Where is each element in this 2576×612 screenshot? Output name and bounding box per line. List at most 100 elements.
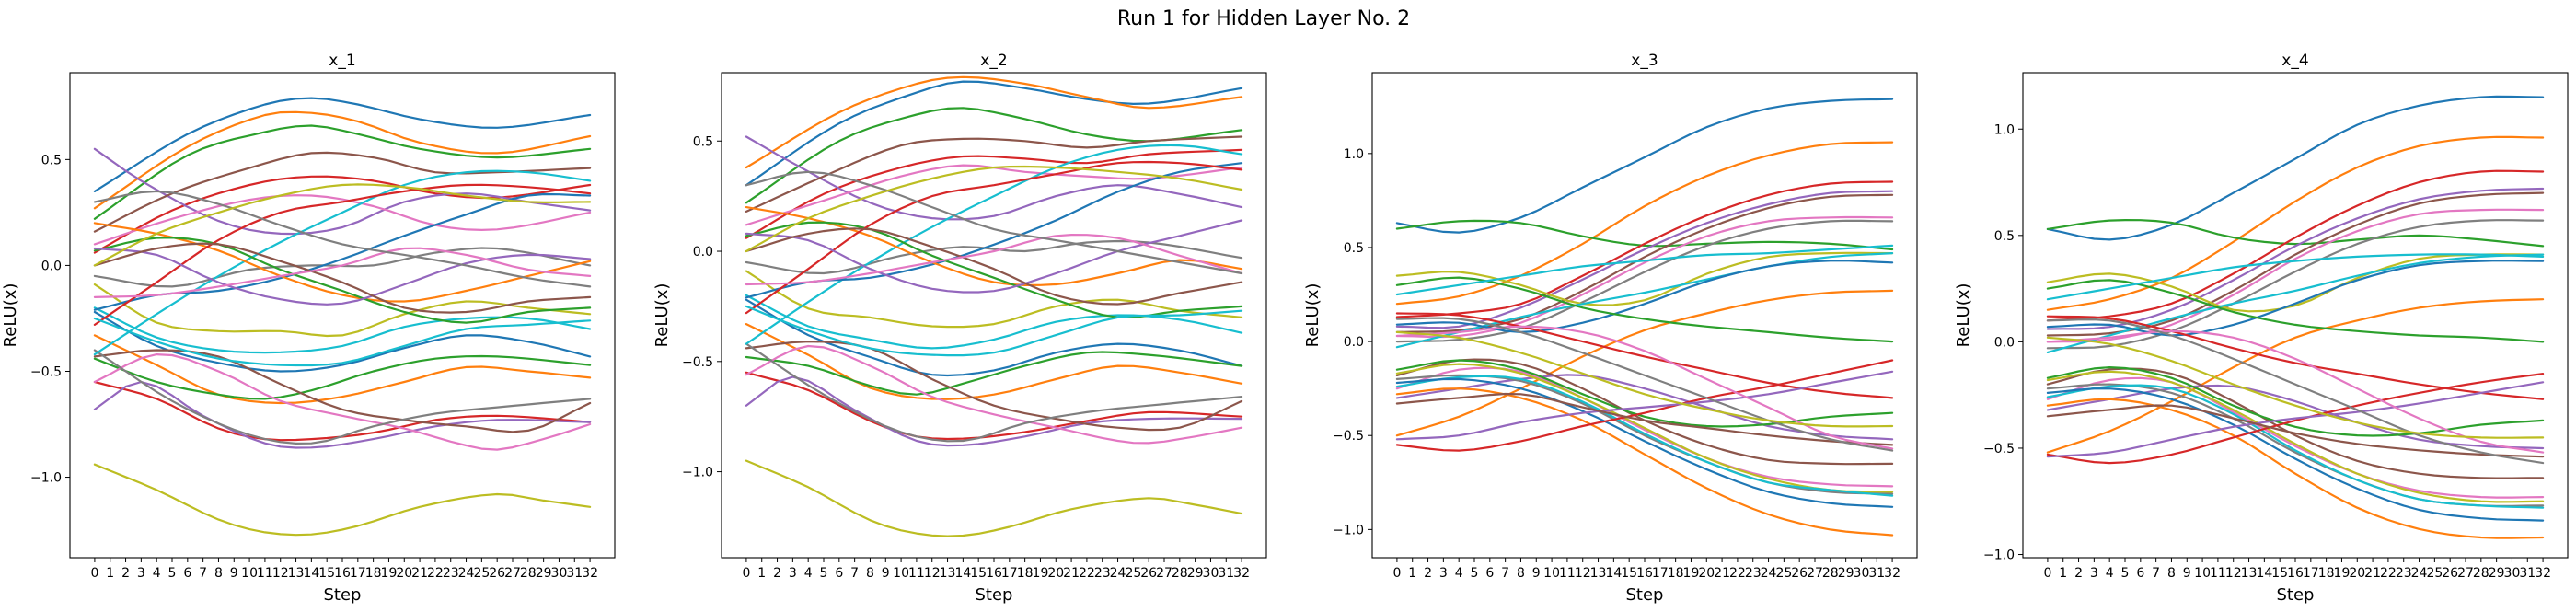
y-tick-label: 0.0 (693, 245, 713, 260)
x-tick-label: 26 (2442, 566, 2458, 581)
series-line (1395, 330, 1894, 428)
x-tick-label: 6 (2136, 566, 2144, 581)
x-tick-label: 22 (2380, 566, 2397, 581)
series-group (93, 97, 592, 537)
series-line (2046, 398, 2545, 539)
x-tick-label: 23 (2396, 566, 2412, 581)
x-tick-label: 8 (1517, 566, 1525, 581)
series-line (2046, 336, 2545, 439)
subplot-2: x_20 1 2 3 4 5 6 7 8 9 101112131415161718192021222… (653, 52, 1267, 605)
series-line (745, 323, 1243, 400)
x-tick-label: 16 (986, 566, 1002, 581)
series-line (745, 234, 1243, 286)
x-tick-label: 8 (214, 566, 223, 581)
series-line (1395, 359, 1894, 452)
x-tick-label: 10 (241, 566, 258, 581)
x-tick-label: 29 (2489, 566, 2505, 581)
x-tick-label: 5 (168, 566, 177, 581)
x-tick-label: 0 (1392, 566, 1401, 581)
series-line (745, 375, 1243, 447)
x-tick-label: 30 (1203, 566, 1219, 581)
series-line (93, 147, 592, 236)
x-tick-label: 10 (2194, 566, 2211, 581)
x-tick-label: 1 (106, 566, 114, 581)
subplot-title: x_3 (1631, 52, 1658, 70)
x-tick-label: 7 (1501, 566, 1509, 581)
series-line (745, 75, 1243, 169)
series-line (93, 349, 592, 433)
series-line (1395, 276, 1894, 343)
series-line (93, 334, 592, 405)
series-line (93, 247, 592, 306)
x-tick-label: 21 (411, 566, 428, 581)
x-tick-label: 19 (381, 566, 398, 581)
x-tick-label: 5 (1471, 566, 1479, 581)
series-line (1395, 377, 1894, 508)
series-line (1395, 359, 1894, 428)
x-tick-label: 10 (1543, 566, 1560, 581)
series-line (745, 344, 1243, 445)
series-line (745, 459, 1243, 537)
y-tick-label: 0.0 (1994, 335, 2015, 350)
x-tick-label: 32 (1233, 566, 1250, 581)
x-tick-label: 6 (835, 566, 843, 581)
series-line (1395, 325, 1894, 450)
series-line (745, 342, 1243, 443)
x-tick-label: 31 (1218, 566, 1234, 581)
x-tick-label: 24 (1110, 566, 1126, 581)
x-tick-label: 15 (1621, 566, 1637, 581)
x-tick-label: 16 (334, 566, 351, 581)
series-line (745, 148, 1243, 239)
x-tick-label: 26 (489, 566, 505, 581)
series-line (1395, 180, 1894, 318)
series-line (745, 351, 1243, 396)
x-tick-label: 29 (536, 566, 552, 581)
series-line (2046, 95, 2545, 241)
series-line (93, 317, 592, 367)
series-line (745, 227, 1243, 306)
series-line (2046, 384, 2545, 450)
x-tick-label: 24 (458, 566, 475, 581)
series-line (2046, 373, 2545, 465)
y-tick-label: −0.5 (1983, 442, 2015, 456)
series-line (93, 354, 592, 400)
series-line (93, 242, 592, 314)
series-line (2046, 135, 2545, 311)
x-tick-label: 18 (2318, 566, 2335, 581)
series-line (93, 194, 592, 246)
x-tick-label: 27 (504, 566, 521, 581)
series-line (1395, 317, 1894, 452)
series-line (2046, 253, 2545, 301)
y-tick-label: −1.0 (1983, 548, 2015, 563)
x-axis-label: Step (324, 585, 362, 605)
series-line (93, 310, 592, 373)
series-line (93, 169, 592, 356)
y-tick-label: −1.0 (1333, 523, 1364, 537)
series-line (93, 237, 592, 324)
x-tick-label: 3 (789, 566, 797, 581)
x-tick-label: 8 (2167, 566, 2176, 581)
series-line (2046, 253, 2545, 353)
x-tick-label: 3 (1439, 566, 1448, 581)
x-tick-label: 17 (1652, 566, 1669, 581)
x-tick-label: 19 (1683, 566, 1700, 581)
series-line (93, 380, 592, 449)
series-line (2046, 404, 2545, 458)
series-line (93, 190, 592, 288)
x-tick-label: 28 (1172, 566, 1188, 581)
series-line (1395, 375, 1894, 497)
x-tick-label: 22 (427, 566, 444, 581)
figure-suptitle: Run 1 for Hidden Layer No. 2 (1117, 7, 1410, 30)
x-tick-label: 4 (804, 566, 813, 581)
series-group (1395, 98, 1894, 537)
x-tick-label: 27 (1807, 566, 1823, 581)
subplot-4: x_40 1 2 3 4 5 6 7 8 9 101112131415161718192021222… (1954, 52, 2569, 605)
x-tick-label: 27 (1156, 566, 1172, 581)
subplots: x_10 1 2 3 4 5 6 7 8 9 101112131415161718192021222… (1, 52, 2569, 605)
subplot-1: x_10 1 2 3 4 5 6 7 8 9 101112131415161718192021222… (1, 52, 616, 605)
y-tick-label: 0.0 (1344, 335, 1364, 350)
y-tick-label: 0.5 (1344, 241, 1364, 256)
series-line (745, 219, 1243, 294)
y-tick-label: 1.0 (1994, 122, 2015, 137)
series-line (2046, 169, 2545, 322)
